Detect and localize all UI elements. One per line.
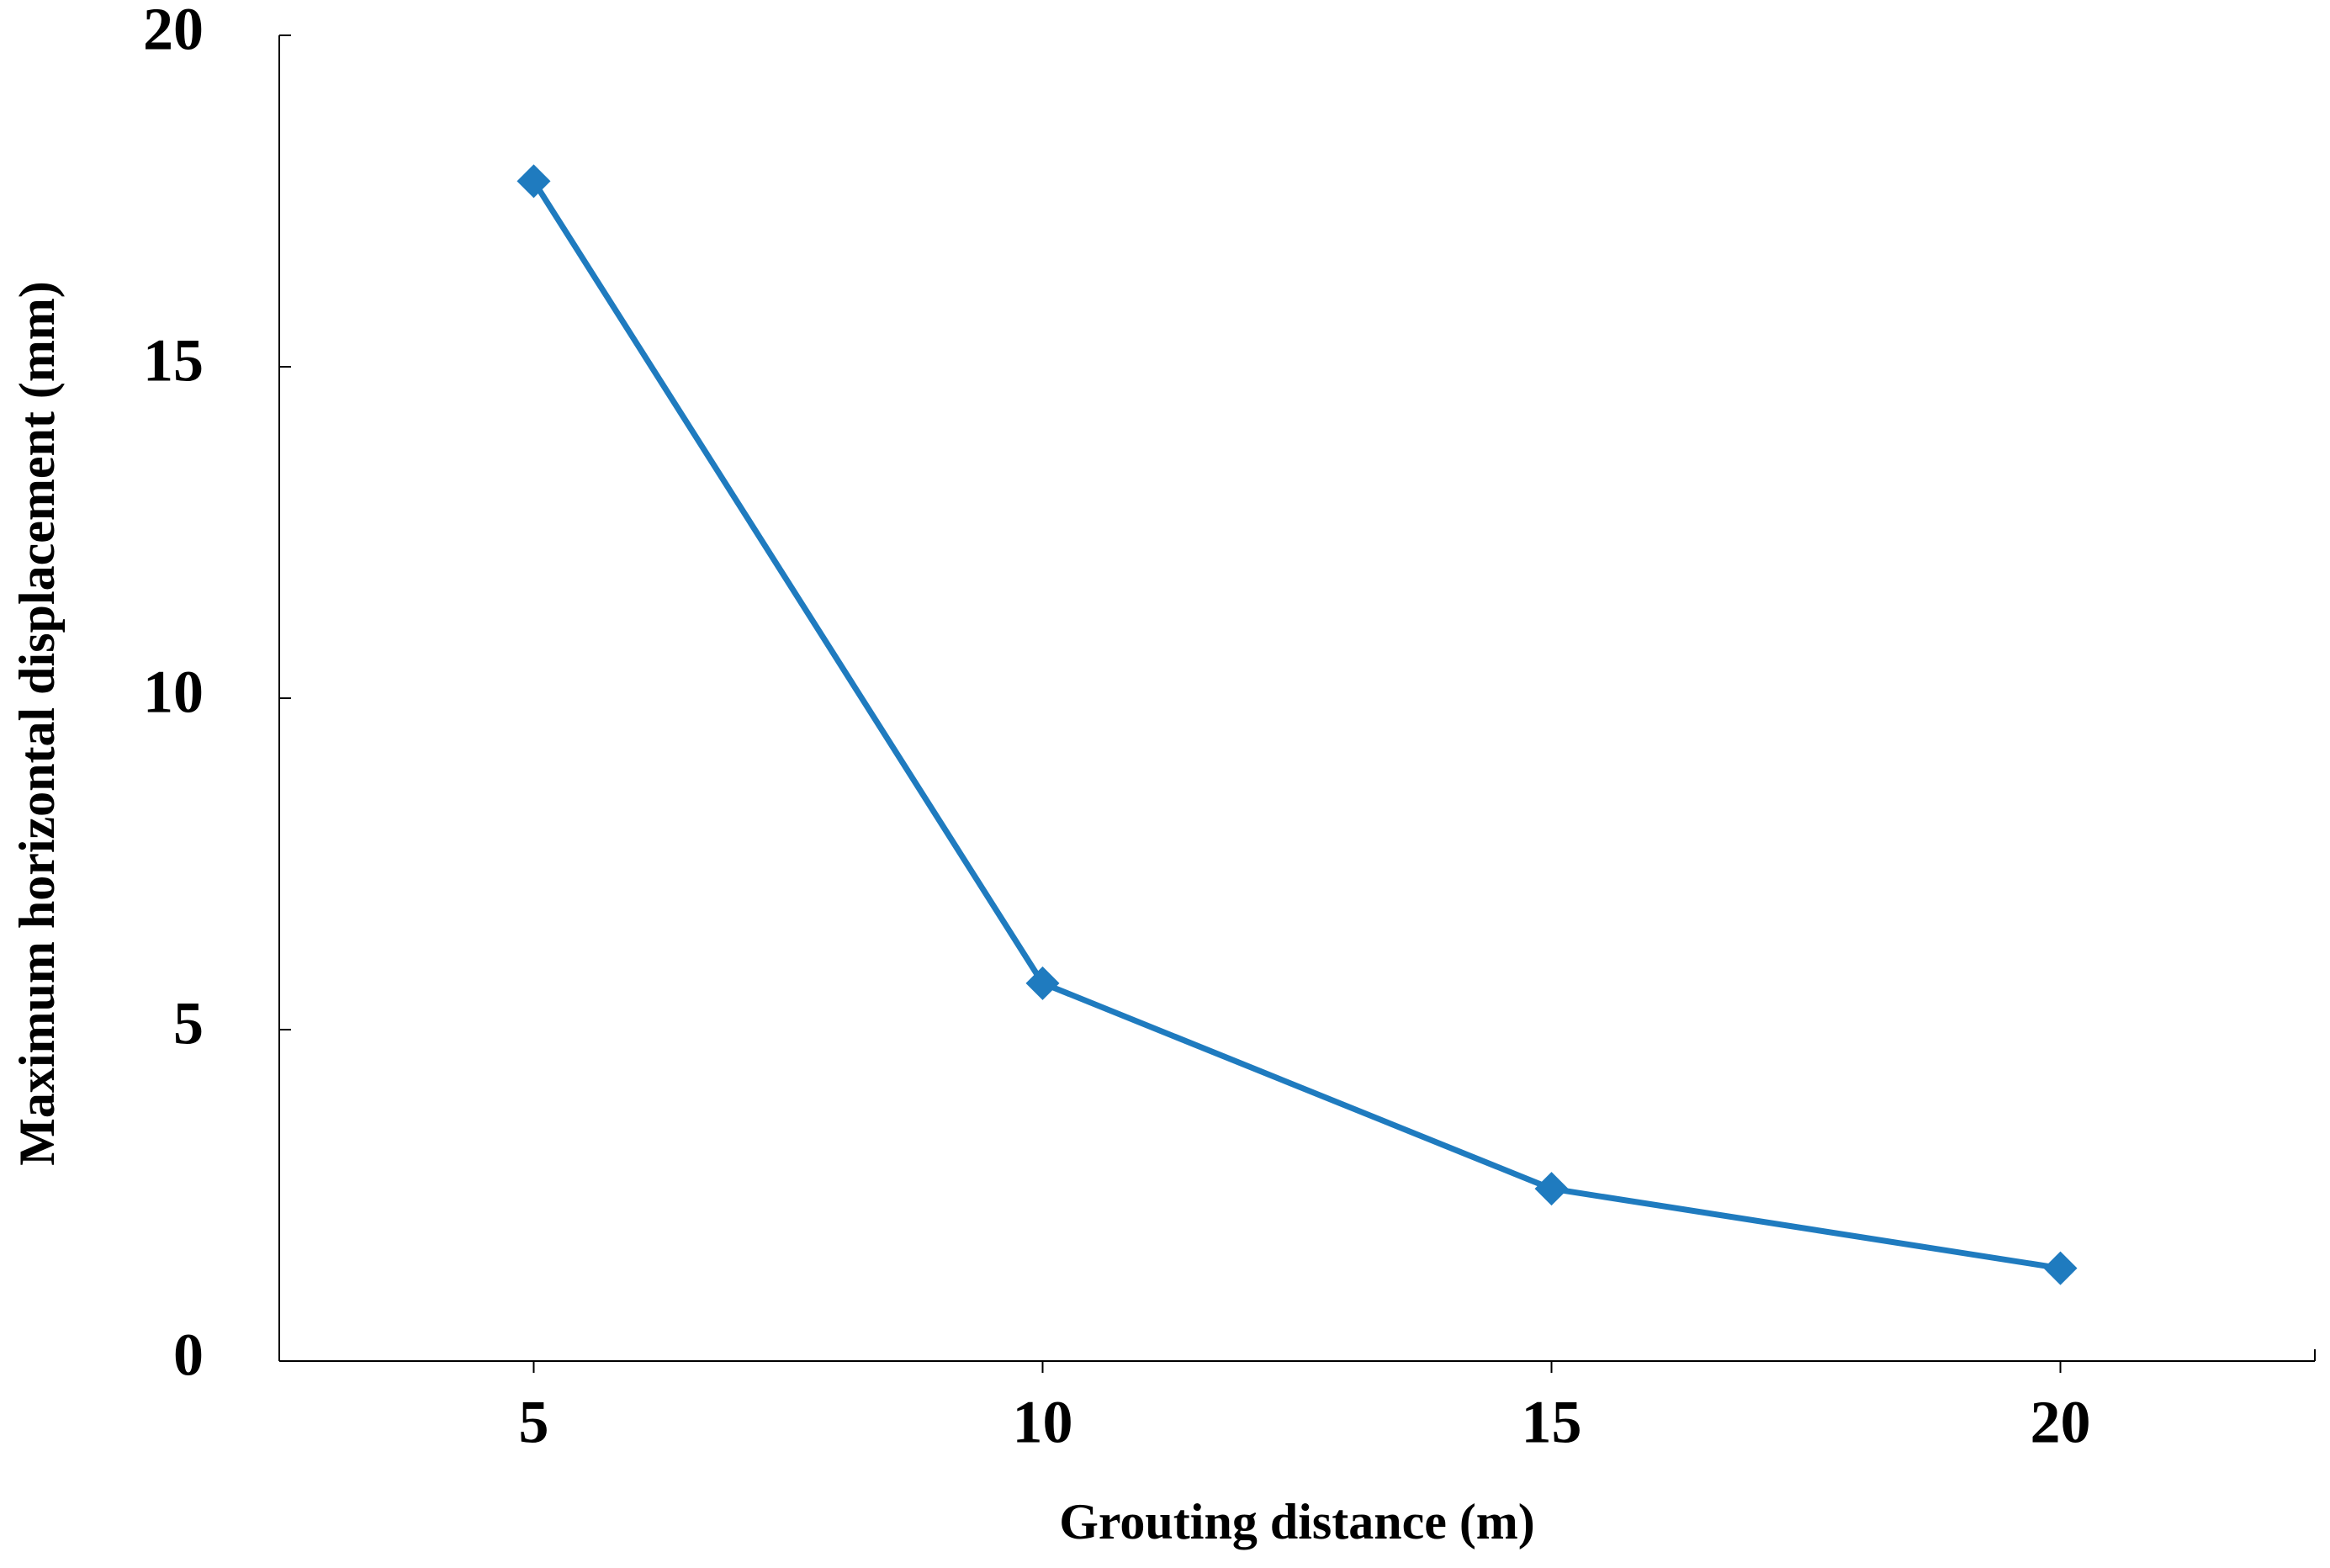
y-tick-label: 20 xyxy=(143,0,204,63)
data-marker xyxy=(2043,1251,2078,1285)
y-axis-label: Maximum horizontal displacement (mm) xyxy=(9,281,65,1166)
data-marker xyxy=(516,164,551,199)
x-tick-label: 10 xyxy=(1013,1389,1073,1456)
y-tick-label: 0 xyxy=(173,1322,204,1389)
data-marker xyxy=(1534,1172,1569,1206)
y-tick-label: 10 xyxy=(143,659,204,726)
x-tick-label: 5 xyxy=(519,1389,549,1456)
x-tick-label: 20 xyxy=(2031,1389,2091,1456)
y-tick-label: 5 xyxy=(173,990,204,1057)
data-line xyxy=(531,179,2062,1272)
x-tick-label: 15 xyxy=(1522,1389,1582,1456)
data-marker xyxy=(1025,966,1060,1000)
y-tick-label: 15 xyxy=(143,327,204,395)
x-axis-label: Grouting distance (m) xyxy=(1059,1494,1535,1549)
